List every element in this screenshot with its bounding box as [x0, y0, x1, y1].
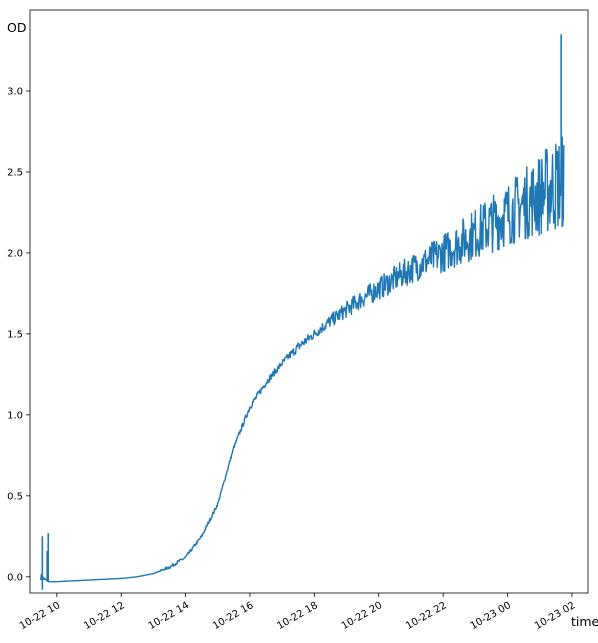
x-tick-label: 10-22 18 [275, 600, 319, 632]
y-tick-label: 1.0 [7, 410, 23, 421]
x-tick-label: 10-23 00 [469, 600, 513, 632]
x-tick-label: 10-22 16 [211, 600, 255, 632]
y-tick-label: 2.0 [7, 248, 23, 259]
y-tick-label: 2.5 [7, 167, 23, 178]
y-tick-label: 3.0 [7, 86, 23, 97]
y-tick-label: 0.0 [7, 572, 23, 583]
x-tick-label: 10-22 14 [147, 600, 191, 632]
x-tick-label: 10-22 22 [404, 600, 448, 632]
y-tick-label: 1.5 [7, 329, 23, 340]
y-axis-label: OD [7, 20, 26, 35]
x-axis-label: time [571, 614, 598, 629]
od-series-line [40, 136, 565, 583]
plot-frame [29, 9, 589, 594]
x-tick-label: 10-22 12 [82, 600, 126, 632]
x-tick-label: 10-22 10 [18, 600, 62, 632]
x-tick-label: 10-22 20 [340, 600, 384, 632]
y-tick-label: 0.5 [7, 491, 23, 502]
